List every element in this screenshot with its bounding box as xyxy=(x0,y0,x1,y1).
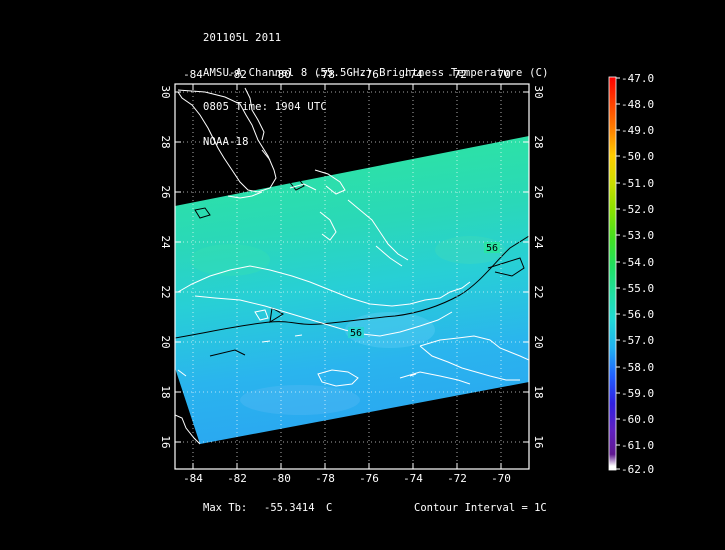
colorbar-label: -62.0 xyxy=(621,463,654,476)
lat-tick-label: 26 xyxy=(159,185,172,198)
tick-marks xyxy=(175,84,529,469)
florida-coast xyxy=(177,89,277,193)
colorbar-label: -52.0 xyxy=(621,203,654,216)
lon-labels-bottom: -84 -82 -80 -78 -76 -74 -72 -70 xyxy=(183,472,511,485)
lat-tick-label: 20 xyxy=(532,335,545,348)
max-tb-label: Max Tb: xyxy=(203,502,248,514)
lat-tick-label: 30 xyxy=(159,85,172,98)
colorbar xyxy=(608,76,617,471)
lon-tick-label: -80 xyxy=(271,472,291,485)
colorbar-label: -48.0 xyxy=(621,98,654,111)
contour-lines xyxy=(175,177,529,357)
lon-tick-label: -82 xyxy=(227,472,247,485)
lat-tick-label: 18 xyxy=(532,385,545,398)
colorbar-label: -47.0 xyxy=(621,72,654,85)
colorbar-label: -49.0 xyxy=(621,124,654,137)
lat-tick-label: 26 xyxy=(532,185,545,198)
lat-tick-label: 22 xyxy=(532,285,545,298)
colorbar-label: -58.0 xyxy=(621,361,654,374)
colorbar-label: -51.0 xyxy=(621,177,654,190)
lon-tick-label: -78 xyxy=(315,68,335,81)
lat-tick-label: 22 xyxy=(159,285,172,298)
lat-tick-label: 30 xyxy=(532,85,545,98)
lon-tick-label: -72 xyxy=(447,68,467,81)
lon-tick-label: -70 xyxy=(491,472,511,485)
colorbar-label: -60.0 xyxy=(621,413,654,426)
lon-tick-label: -80 xyxy=(271,68,291,81)
lon-tick-label: -76 xyxy=(359,68,379,81)
lat-tick-label: 16 xyxy=(159,435,172,448)
map-frame xyxy=(174,83,530,470)
colorbar-label: -54.0 xyxy=(621,256,654,269)
colorbar-labels: -47.0 -48.0 -49.0 -50.0 -51.0 -52.0 -53.… xyxy=(621,72,654,476)
lon-tick-label: -76 xyxy=(359,472,379,485)
map-header: 201105L 2011 AMSU-A Channel 8 (55.5GHz) … xyxy=(203,10,549,160)
contour-interval: Contour Interval = 1C xyxy=(414,502,547,514)
lat-tick-label: 20 xyxy=(159,335,172,348)
lon-tick-label: -84 xyxy=(183,68,203,81)
cuba-coast xyxy=(177,265,471,307)
lat-tick-label: 24 xyxy=(159,235,172,249)
lat-tick-label: 18 xyxy=(159,385,172,398)
colorbar-label: -50.0 xyxy=(621,150,654,163)
colorbar-label: -53.0 xyxy=(621,229,654,242)
bahamas-coast xyxy=(314,169,346,195)
lon-labels-top: -84 -82 -80 -78 -76 -74 -72 -70 xyxy=(183,68,511,81)
colorbar-label: -56.0 xyxy=(621,308,654,321)
lat-tick-label: 24 xyxy=(532,235,545,249)
lon-tick-label: -74 xyxy=(403,68,423,81)
swath-texture xyxy=(190,236,505,415)
lat-labels-left: 30 28 26 24 22 20 18 16 xyxy=(159,85,172,448)
header-date: 201105L 2011 xyxy=(203,32,282,44)
jamaica-coast xyxy=(317,369,359,387)
header-product: AMSU-A Channel 8 (55.5GHz) Brightness Te… xyxy=(203,66,549,79)
swath-data xyxy=(175,136,529,444)
colorbar-label: -59.0 xyxy=(621,387,654,400)
central-america-coast xyxy=(175,414,201,445)
colorbar-ticks xyxy=(616,77,620,470)
lat-tick-label: 16 xyxy=(532,435,545,448)
contour-labels: 56 56 xyxy=(348,242,500,339)
lon-tick-label: -82 xyxy=(227,68,247,81)
max-tb-value: -55.3414 xyxy=(264,502,315,514)
contour-label: 56 xyxy=(350,328,362,339)
lat-tick-label: 28 xyxy=(532,135,545,148)
lon-tick-label: -84 xyxy=(183,472,203,485)
max-tb-unit: C xyxy=(326,502,333,514)
lat-tick-label: 28 xyxy=(159,135,172,148)
graticule xyxy=(175,84,529,469)
contour-label: 56 xyxy=(486,243,498,254)
colorbar-label: -55.0 xyxy=(621,282,654,295)
lat-labels-right: 30 28 26 24 22 20 18 16 xyxy=(532,85,545,448)
lon-tick-label: -70 xyxy=(491,68,511,81)
lon-tick-label: -78 xyxy=(315,472,335,485)
colorbar-label: -61.0 xyxy=(621,439,654,452)
header-satellite: NOAA-18 xyxy=(203,135,249,148)
colorbar-label: -57.0 xyxy=(621,334,654,347)
lon-tick-label: -72 xyxy=(447,472,467,485)
coastlines xyxy=(175,87,529,445)
hispaniola-coast xyxy=(419,335,529,361)
lon-tick-label: -74 xyxy=(403,472,423,485)
